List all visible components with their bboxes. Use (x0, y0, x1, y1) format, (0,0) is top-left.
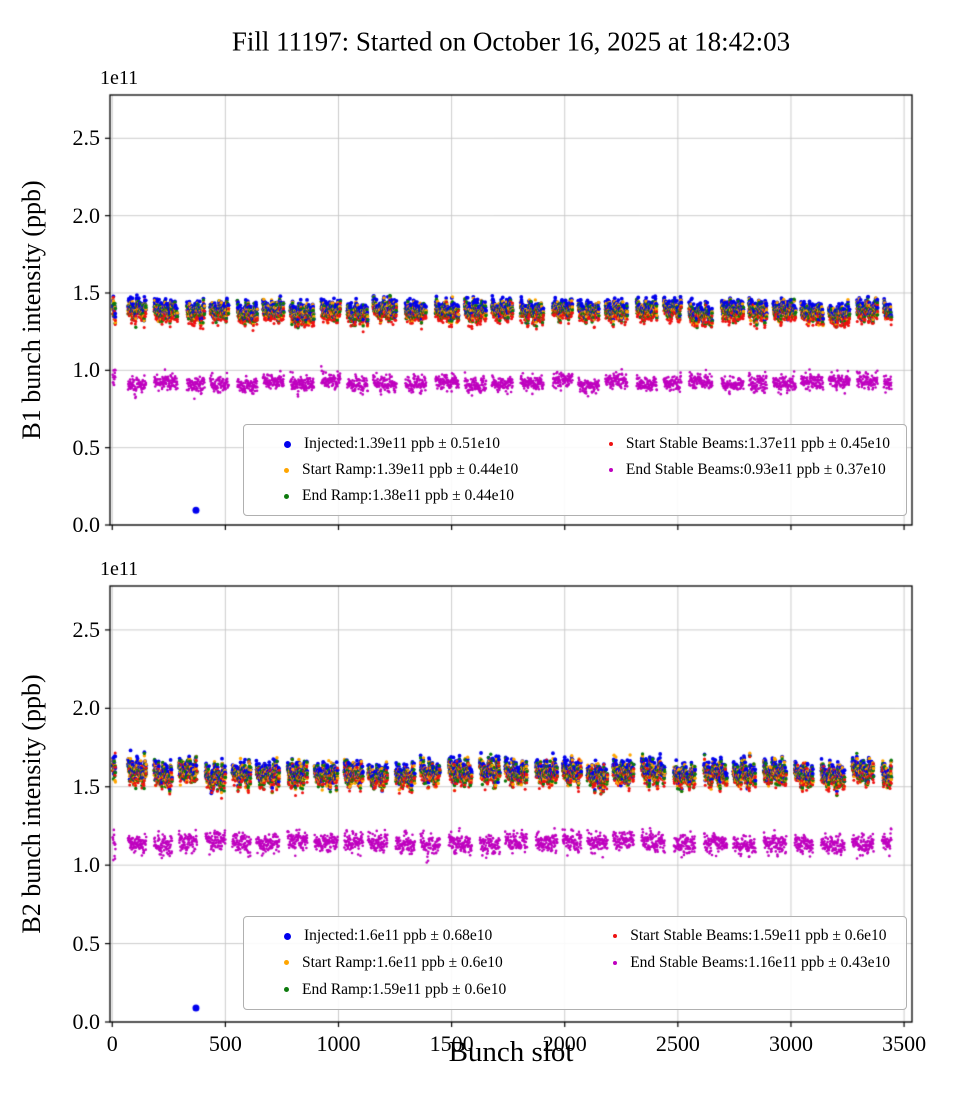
y-tick-label: 1.5 (72, 279, 101, 305)
legend-marker-icon (608, 442, 613, 446)
legend-marker-icon (613, 960, 618, 965)
x-tick-label: 500 (208, 1031, 242, 1056)
legend-label: End Ramp:1.38e11 ppb ± 0.44e10 (302, 487, 514, 504)
legend-marker-icon (284, 493, 289, 499)
y-tick-label: 0.5 (72, 930, 101, 956)
y-offset-label-b1: 1e11 (100, 67, 139, 89)
x-tick-label: 0 (106, 1031, 118, 1056)
legend-entry-end-stable-beams: End Stable Beams:0.93e11 ppb ± 0.37e10 (608, 457, 890, 483)
legend-label: Start Ramp:1.39e11 ppb ± 0.44e10 (302, 461, 519, 478)
y-tick-label: 0.0 (72, 512, 101, 537)
legend-entry-start-stable-beams: Start Stable Beams:1.59e11 ppb ± 0.6e10 (613, 923, 890, 950)
y-tick-label: 2.5 (72, 616, 101, 642)
legend-label: Start Ramp:1.6e11 ppb ± 0.6e10 (302, 953, 503, 971)
x-axis-label: Bunch slot (448, 1036, 574, 1068)
legend-label: End Stable Beams:1.16e11 ppb ± 0.43e10 (630, 953, 890, 971)
x-tick-label: 2000 (542, 1031, 587, 1056)
y-tick-label: 1.0 (72, 852, 101, 878)
legend-entry-start-stable-beams: Start Stable Beams:1.37e11 ppb ± 0.45e10 (608, 431, 890, 457)
y-tick-label: 2.0 (72, 202, 101, 228)
legend-label: Start Stable Beams:1.37e11 ppb ± 0.45e10 (625, 435, 890, 452)
figure-title: Fill 11197: Started on October 16, 2025 … (231, 26, 791, 57)
legend-label: Injected:1.39e11 ppb ± 0.51e10 (304, 435, 501, 452)
legend-entry-end-stable-beams: End Stable Beams:1.16e11 ppb ± 0.43e10 (613, 950, 890, 977)
legend-marker-icon (284, 467, 289, 473)
legend-entry-injected: Injected:1.39e11 ppb ± 0.51e10 (284, 431, 518, 457)
y-tick-label: 2.5 (72, 125, 101, 151)
y-axis-label-b1: B1 bunch intensity (ppb) (17, 180, 46, 440)
x-tick-label: 3500 (882, 1031, 927, 1056)
legend-b2: Injected:1.6e11 ppb ± 0.68e10 Start Ramp:… (243, 916, 907, 1010)
legend-label: Start Stable Beams:1.59e11 ppb ± 0.6e10 (630, 927, 887, 945)
legend-marker-icon (284, 987, 289, 993)
legend-label: Injected:1.6e11 ppb ± 0.68e10 (304, 927, 493, 945)
legend-marker-icon (284, 932, 291, 940)
legend-b1: Injected:1.39e11 ppb ± 0.51e10 Start Ramp… (243, 424, 907, 516)
y-tick-label: 1.0 (72, 357, 101, 383)
y-offset-label-b2: 1e11 (100, 558, 139, 580)
legend-entry-end-ramp: End Ramp:1.38e11 ppb ± 0.44e10 (284, 483, 518, 509)
legend-label: End Ramp:1.59e11 ppb ± 0.6e10 (302, 980, 507, 998)
y-axis-label-b2: B2 bunch intensity (ppb) (17, 674, 46, 934)
legend-marker-icon (284, 440, 291, 448)
y-tick-label: 0.0 (72, 1009, 101, 1034)
y-tick-label: 1.5 (72, 773, 101, 799)
legend-marker-icon (284, 960, 289, 966)
x-tick-label: 3000 (768, 1031, 813, 1056)
y-tick-label: 0.5 (72, 434, 101, 460)
x-tick-label: 2500 (655, 1031, 700, 1056)
legend-entry-start-ramp: Start Ramp:1.39e11 ppb ± 0.44e10 (284, 457, 518, 483)
x-tick-label: 1500 (429, 1031, 474, 1056)
legend-entry-start-ramp: Start Ramp:1.6e11 ppb ± 0.6e10 (284, 950, 506, 977)
legend-entry-injected: Injected:1.6e11 ppb ± 0.68e10 (284, 923, 506, 950)
y-tick-label: 2.0 (72, 695, 101, 721)
x-tick-label: 1000 (316, 1031, 361, 1056)
legend-entry-end-ramp: End Ramp:1.59e11 ppb ± 0.6e10 (284, 976, 506, 1003)
legend-marker-icon (613, 934, 618, 939)
legend-marker-icon (608, 468, 613, 472)
legend-label: End Stable Beams:0.93e11 ppb ± 0.37e10 (625, 461, 886, 478)
